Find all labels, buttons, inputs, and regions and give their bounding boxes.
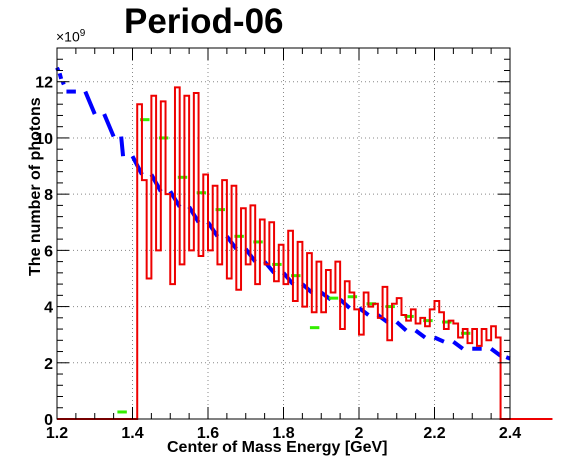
series-blue-segment	[414, 328, 427, 340]
y-axis-multiplier: ×109	[56, 28, 86, 45]
chart-title: Period-06	[124, 2, 284, 41]
y-tick-label: 4	[44, 300, 53, 317]
series-blue-segment	[57, 72, 64, 80]
x-tick-label: 2.2	[423, 425, 445, 442]
series-blue-segment	[433, 335, 445, 344]
x-tick-label: 2	[355, 425, 364, 442]
axis-ticks	[56, 47, 511, 420]
x-tick-label: 1.2	[46, 425, 68, 442]
histogram-red-line	[57, 86, 553, 420]
series-blue-segment	[102, 113, 116, 138]
y-axis-label: The number of photons	[27, 97, 44, 276]
tick-labels: 1.2 1.4 1.6 1.8 2 2.2 2.4 0 2 4 6 8 10 12	[35, 75, 521, 442]
grid-lines	[57, 48, 510, 419]
x-tick-label: 2.4	[499, 425, 521, 442]
series-blue-segment	[395, 320, 408, 332]
series-blue-segment	[505, 355, 511, 361]
series-layer	[55, 66, 553, 420]
series-blue-segment	[489, 347, 502, 358]
x-tick-label: 1.6	[197, 425, 219, 442]
x-tick-label: 1.4	[121, 425, 143, 442]
x-axis-label: Center of Mass Energy [GeV]	[167, 439, 388, 456]
y-tick-label: 6	[44, 243, 53, 260]
y-tick-label: 10	[35, 131, 53, 148]
series-blue-segment	[119, 136, 126, 157]
y-tick-label: 2	[44, 356, 53, 373]
x-tick-label: 1.8	[272, 425, 294, 442]
y-tick-label: 12	[35, 75, 53, 92]
y-tick-label: 8	[44, 187, 53, 204]
series-blue-segment	[83, 90, 97, 115]
y-tick-label: 0	[44, 412, 53, 429]
series-blue-segment	[452, 340, 465, 351]
plot-frame	[56, 47, 511, 420]
